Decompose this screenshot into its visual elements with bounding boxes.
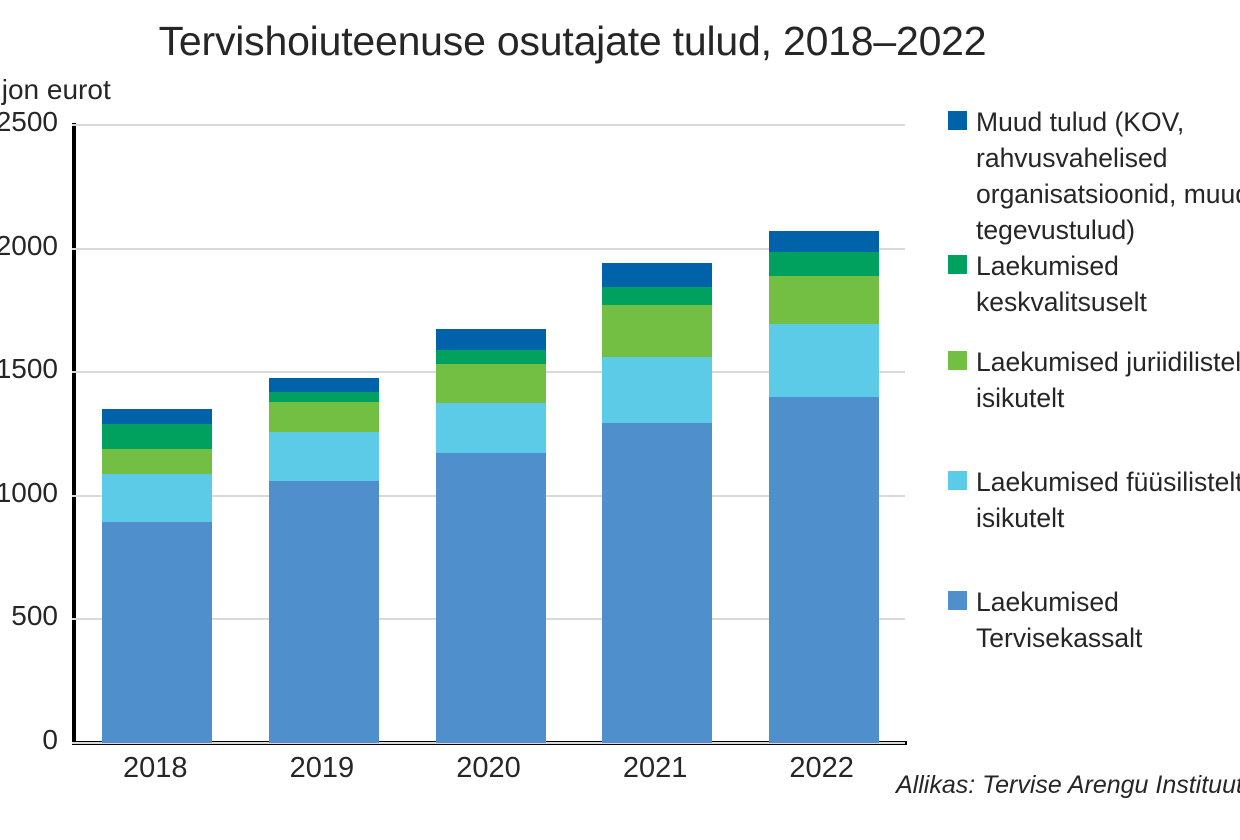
y-axis-tick-label: 1000: [0, 476, 58, 508]
bar-segment[interactable]: [768, 396, 879, 743]
bar-segment[interactable]: [102, 473, 213, 522]
source-note: Allikas: Tervise Arengu Instituut: [896, 771, 1240, 799]
bar-segment[interactable]: [768, 231, 879, 253]
y-axis-tick-label: 0: [42, 724, 58, 755]
y-axis-line: [72, 123, 76, 745]
y-axis-tick-label: 2000: [0, 229, 58, 261]
bar-segment[interactable]: [268, 378, 379, 392]
bar-group-2022[interactable]: [768, 125, 879, 743]
bar-group-2019[interactable]: [268, 125, 379, 743]
bar-segment[interactable]: [268, 391, 379, 402]
bar-segment[interactable]: [602, 263, 713, 287]
gridline: [72, 247, 905, 250]
legend-swatch-icon: [948, 591, 967, 610]
legend-item-label: Laekumised füüsilistelt isikutelt: [976, 467, 1240, 533]
x-axis-tick-label: 2021: [622, 752, 688, 784]
bar-segment[interactable]: [435, 452, 546, 743]
bar-segment[interactable]: [435, 403, 546, 453]
legend-swatch-icon: [948, 471, 967, 490]
bar-segment[interactable]: [268, 431, 379, 481]
bar-segment[interactable]: [768, 252, 879, 276]
legend-swatch-icon: [948, 255, 967, 274]
bar-group-2018[interactable]: [102, 125, 213, 743]
legend-item-label: Laekumised Tervisekassalt: [976, 587, 1143, 653]
bar-segment[interactable]: [102, 521, 213, 743]
bar-segment[interactable]: [435, 363, 546, 404]
plot-area: [72, 124, 905, 744]
chart-title: Tervishoiuteenuse osutajate tulud, 2018–…: [158, 18, 987, 64]
gridline: [72, 742, 905, 744]
y-axis-tick-label: 1500: [0, 353, 58, 385]
legend-swatch-icon: [948, 111, 967, 130]
bar-segment[interactable]: [768, 275, 879, 324]
legend-swatch-icon: [948, 351, 967, 370]
bar-segment[interactable]: [602, 422, 713, 743]
bar-segment[interactable]: [602, 305, 713, 358]
bar-segment[interactable]: [102, 448, 213, 474]
y-axis-unit-label: Miljon eurot: [0, 74, 111, 105]
bar-group-2020[interactable]: [435, 125, 546, 743]
gridline: [72, 124, 905, 126]
legend-item-label: Muud tulud (KOV, rahvusvahelised organis…: [976, 107, 1240, 245]
bar-segment[interactable]: [602, 286, 713, 306]
legend-item-label: Laekumised juriidilistelt isikutelt: [976, 347, 1240, 413]
legend-item-label: Laekumised keskvalitsuselt: [976, 251, 1147, 317]
bar-segment[interactable]: [102, 409, 213, 425]
x-axis-tick-label: 2022: [789, 752, 854, 784]
bar-group-2021[interactable]: [602, 125, 713, 743]
bar-segment[interactable]: [768, 323, 879, 397]
y-axis-tick-label: 500: [11, 600, 58, 632]
bar-segment[interactable]: [602, 357, 713, 423]
bar-segment[interactable]: [102, 424, 213, 449]
bar-segment[interactable]: [435, 328, 546, 350]
bar-segment[interactable]: [268, 401, 379, 432]
x-axis-tick-label: 2019: [289, 752, 355, 784]
x-axis-tick-label: 2020: [456, 752, 521, 784]
y-axis-tick-label: 2500: [0, 106, 58, 137]
bar-segment[interactable]: [435, 349, 546, 364]
bar-segment[interactable]: [268, 480, 379, 743]
x-axis-tick-label: 2018: [123, 752, 188, 784]
